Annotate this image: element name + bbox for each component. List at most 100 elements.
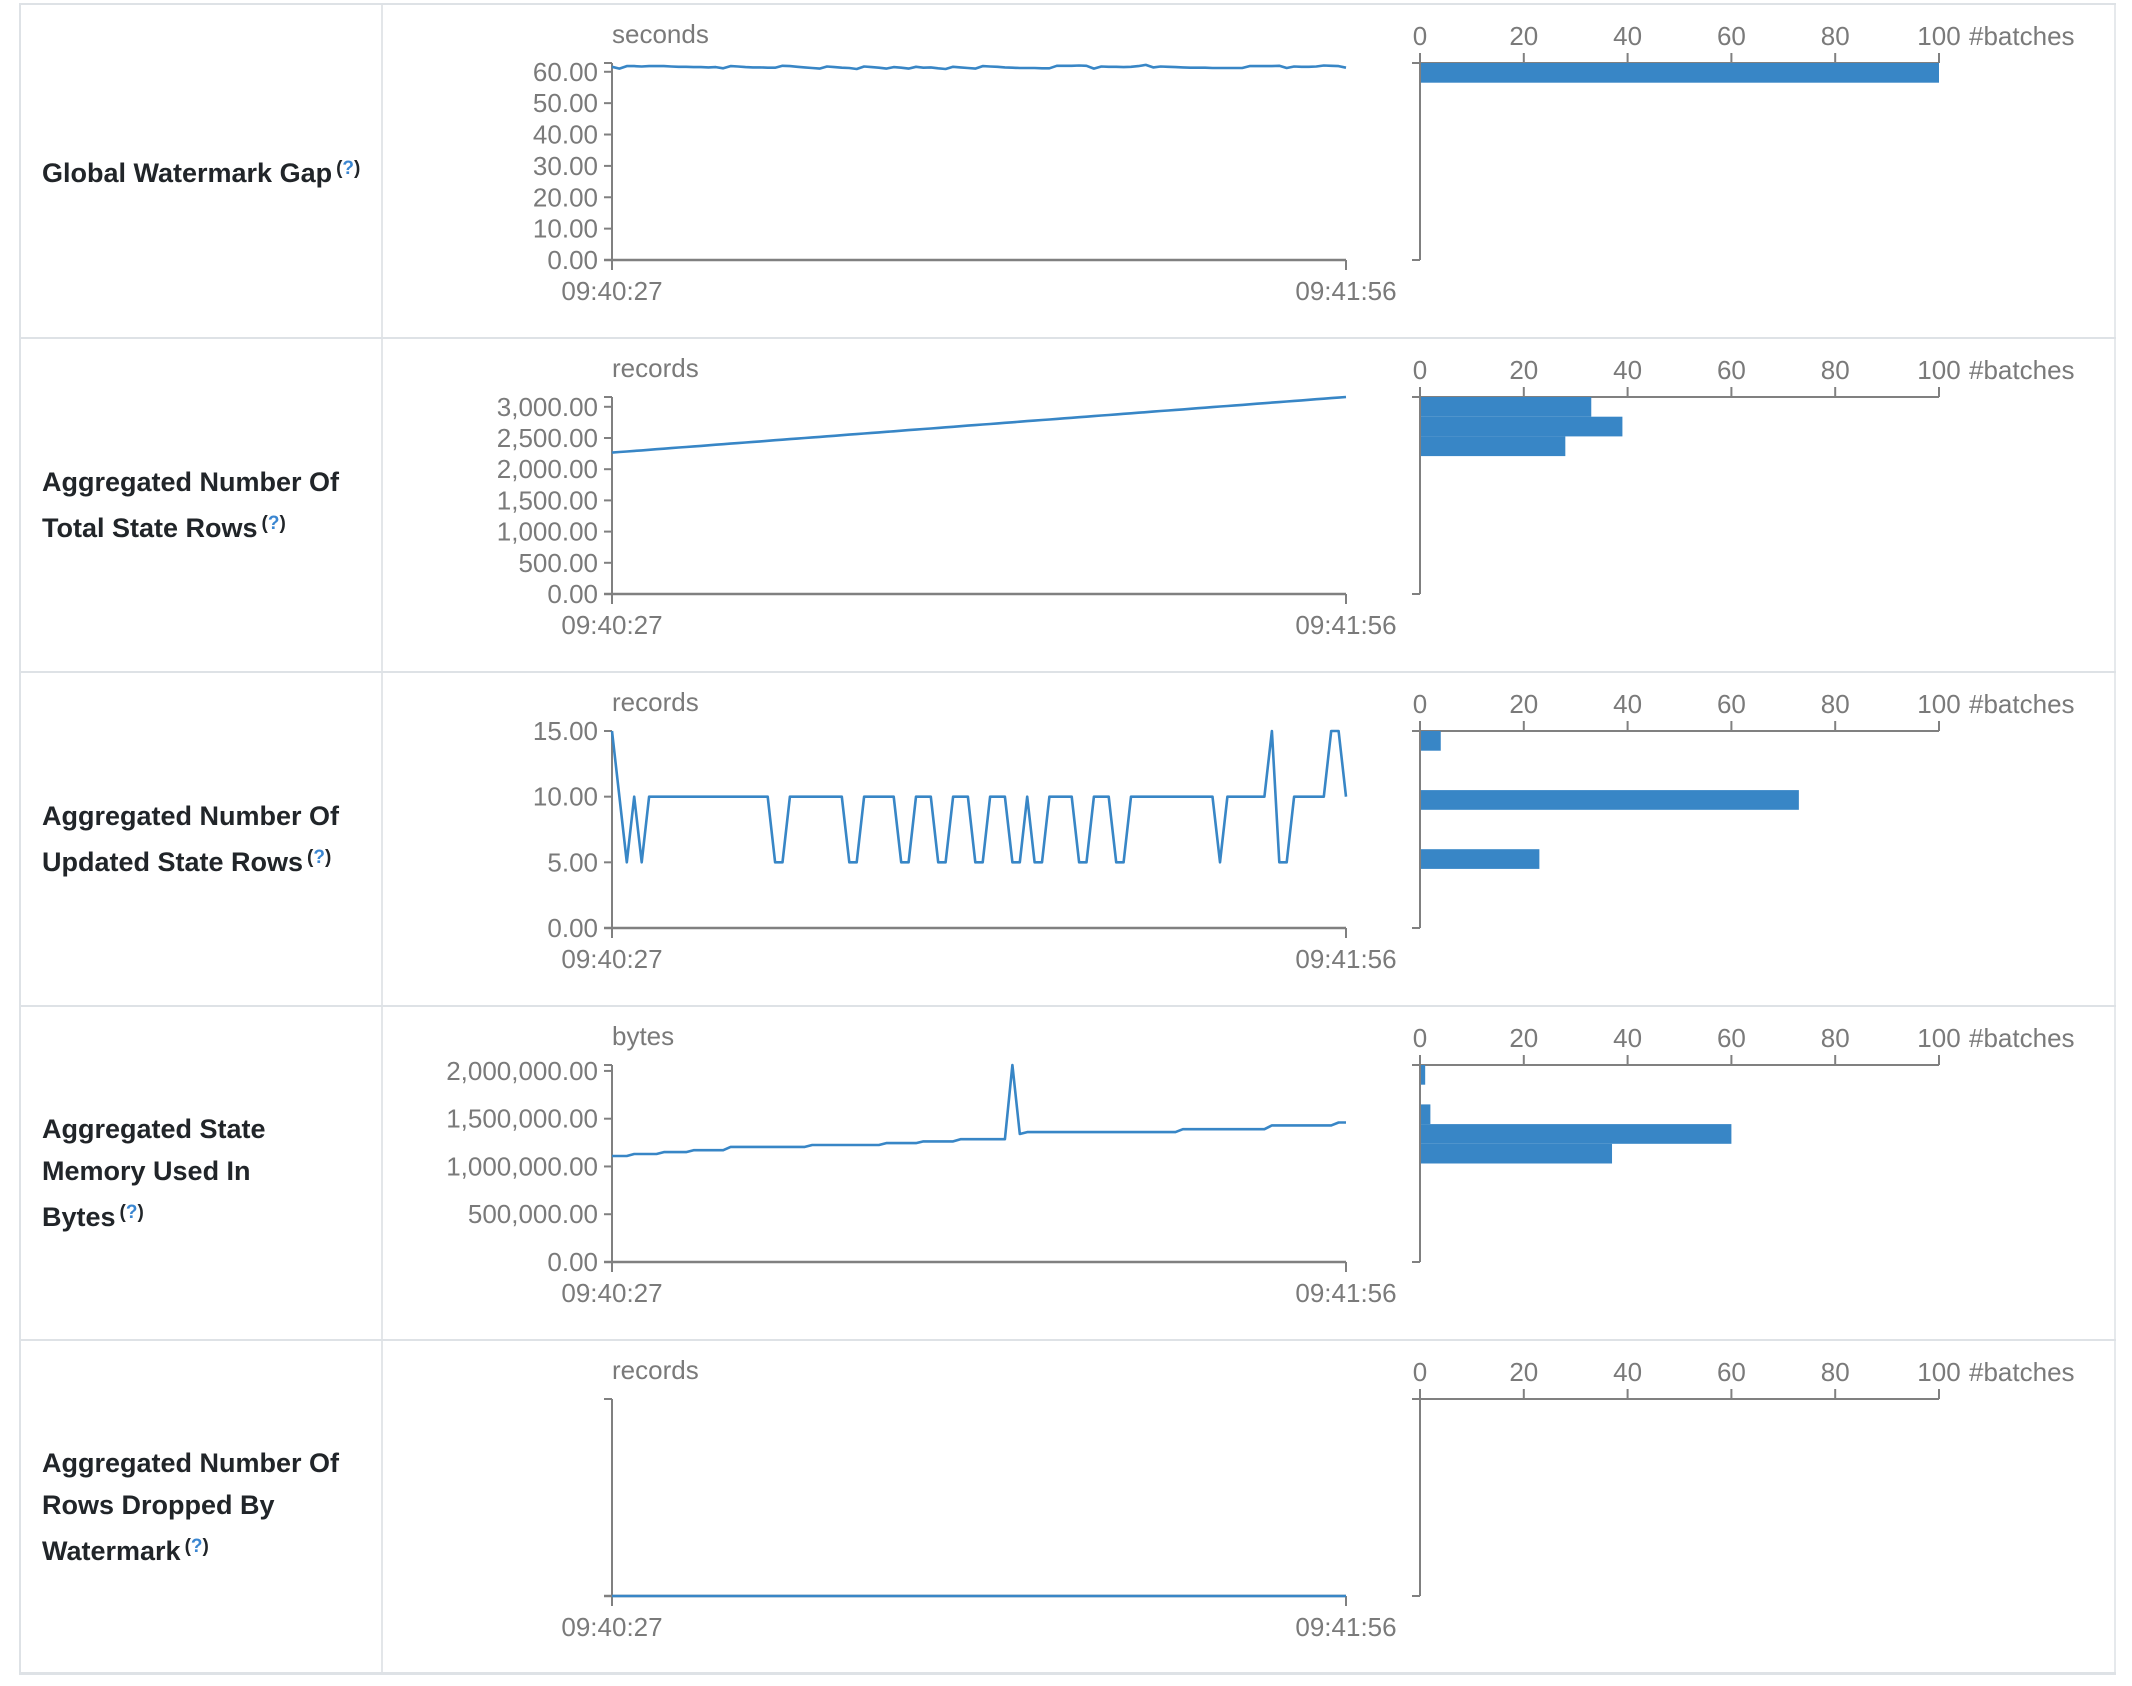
y-tick-label: 30.00	[533, 151, 598, 181]
hist-bar	[1421, 849, 1540, 869]
x-tick-label: 09:40:27	[561, 1612, 662, 1642]
metric-label: Aggregated Number Of Updated State Rows	[42, 801, 340, 877]
y-tick-label: 1,000.00	[497, 517, 598, 547]
y-axis-unit-label: bytes	[612, 1021, 674, 1051]
metric-row-updated-state-rows: Aggregated Number Of Updated State Rows(…	[19, 671, 2116, 1005]
help-icon[interactable]: ?	[342, 158, 355, 179]
hist-bar	[1421, 436, 1566, 457]
series-line	[610, 729, 1348, 864]
y-tick-label: 3,000.00	[497, 392, 598, 422]
help-tooltip[interactable]: (?)	[307, 847, 332, 868]
hist-x-tick-label: 80	[1821, 21, 1850, 51]
metric-row-rows-dropped: Aggregated Number Of Rows Dropped By Wat…	[19, 1339, 2116, 1675]
hist-x-tick-label: 20	[1509, 355, 1538, 385]
row-charts: bytes 0.00 500,000.00 1,000,000.00 1,500,000…	[446, 1021, 2074, 1308]
help-icon[interactable]: ?	[125, 1202, 138, 1223]
x-tick-label: 09:41:56	[1295, 1612, 1396, 1642]
metric-label-cell: Aggregated State Memory Used In Bytes (?)	[19, 1007, 383, 1339]
metric-label: Aggregated State Memory Used In Bytes	[42, 1114, 266, 1232]
hist-x-tick-label: 60	[1717, 1023, 1746, 1053]
hist-bar	[1421, 397, 1592, 417]
hist-x-tick-label: 40	[1613, 689, 1642, 719]
x-tick-label: 09:41:56	[1295, 610, 1396, 640]
help-icon[interactable]: ?	[267, 513, 280, 534]
series-line	[611, 63, 1347, 71]
row-charts: records 0.00 5.00 10.00 15.00 09:40:27 09:41:5…	[533, 687, 2075, 974]
y-tick-label: 60.00	[533, 57, 598, 87]
y-tick-label: 500,000.00	[468, 1199, 598, 1229]
hist-unit-label: #batches	[1969, 355, 2075, 385]
hist-bar	[1421, 790, 1799, 810]
hist-x-tick-label: 20	[1509, 1023, 1538, 1053]
series-line	[612, 1063, 1346, 1158]
help-tooltip[interactable]: (?)	[184, 1535, 209, 1557]
hist-bar	[1421, 1104, 1431, 1125]
y-tick-label: 1,000,000.00	[446, 1151, 598, 1181]
y-tick-label: 10.00	[533, 214, 598, 244]
hist-x-tick-label: 20	[1509, 689, 1538, 719]
row-charts: records 09:40:27 09:41:56 0 20 40 60 80 100 #batc…	[561, 1355, 2075, 1642]
hist-x-tick-label: 100	[1917, 1357, 1960, 1387]
metric-row-state-memory: Aggregated State Memory Used In Bytes (?)…	[19, 1005, 2116, 1339]
y-tick-label: 2,500.00	[497, 423, 598, 453]
hist-unit-label: #batches	[1969, 21, 2075, 51]
metric-label-cell: Global Watermark Gap (?)	[19, 5, 383, 337]
hist-x-tick-label: 40	[1613, 1357, 1642, 1387]
hist-bar	[1421, 1124, 1732, 1144]
hist-x-tick-label: 60	[1717, 689, 1746, 719]
x-tick-label: 09:40:27	[561, 276, 662, 306]
help-icon[interactable]: ?	[313, 847, 325, 868]
help-tooltip[interactable]: (?)	[336, 158, 361, 179]
hist-unit-label: #batches	[1969, 689, 2075, 719]
hist-x-tick-label: 0	[1413, 1023, 1427, 1053]
y-tick-label: 5.00	[547, 847, 598, 877]
hist-x-tick-label: 100	[1917, 21, 1960, 51]
hist-x-tick-label: 80	[1821, 1357, 1850, 1387]
hist-x-tick-label: 100	[1917, 1023, 1960, 1053]
x-tick-label: 09:40:27	[561, 1278, 662, 1308]
y-axis-unit-label: seconds	[612, 19, 709, 49]
series-line	[611, 395, 1347, 454]
y-axis-unit-label: records	[612, 1355, 699, 1385]
x-tick-label: 09:40:27	[561, 610, 662, 640]
metric-label: Aggregated Number Of Total State Rows	[42, 467, 340, 543]
hist-x-tick-label: 100	[1917, 355, 1960, 385]
hist-bar	[1421, 416, 1623, 437]
y-tick-label: 2,000,000.00	[446, 1056, 598, 1086]
y-tick-label: 1,500,000.00	[446, 1104, 598, 1134]
y-axis-unit-label: records	[612, 353, 699, 383]
y-tick-label: 10.00	[533, 782, 598, 812]
hist-x-tick-label: 0	[1413, 689, 1427, 719]
hist-x-tick-label: 0	[1413, 21, 1427, 51]
hist-x-tick-label: 0	[1413, 1357, 1427, 1387]
help-tooltip[interactable]: (?)	[119, 1202, 144, 1223]
x-tick-label: 09:41:56	[1295, 1278, 1396, 1308]
metric-row-total-state-rows: Aggregated Number Of Total State Rows (?)…	[19, 337, 2116, 671]
hist-bar	[1421, 1143, 1613, 1164]
help-icon[interactable]: ?	[190, 1535, 203, 1557]
y-tick-label: 0.00	[547, 1247, 598, 1277]
hist-x-tick-label: 60	[1717, 21, 1746, 51]
hist-x-tick-label: 80	[1821, 689, 1850, 719]
hist-unit-label: #batches	[1969, 1357, 2075, 1387]
metric-label: Global Watermark Gap	[42, 158, 333, 188]
y-tick-label: 0.00	[547, 579, 598, 609]
hist-x-tick-label: 80	[1821, 355, 1850, 385]
hist-bar	[1421, 63, 1939, 83]
y-tick-label: 2,000.00	[497, 454, 598, 484]
metric-label-cell: Aggregated Number Of Updated State Rows(…	[19, 673, 383, 1005]
hist-bar	[1421, 1065, 1426, 1085]
hist-x-tick-label: 40	[1613, 1023, 1642, 1053]
y-tick-label: 1,500.00	[497, 485, 598, 515]
y-tick-label: 40.00	[533, 120, 598, 150]
y-tick-label: 0.00	[547, 245, 598, 275]
y-tick-label: 500.00	[518, 548, 598, 578]
metric-row-global-watermark-gap: Global Watermark Gap (?) seconds 0.00 10.00…	[19, 3, 2116, 337]
metric-label: Aggregated Number Of Rows Dropped By Wat…	[42, 1447, 340, 1566]
hist-x-tick-label: 20	[1509, 21, 1538, 51]
y-axis-unit-label: records	[612, 687, 699, 717]
help-tooltip[interactable]: (?)	[261, 513, 286, 534]
x-tick-label: 09:41:56	[1295, 944, 1396, 974]
hist-x-tick-label: 60	[1717, 355, 1746, 385]
metric-label-cell: Aggregated Number Of Rows Dropped By Wat…	[19, 1341, 383, 1672]
